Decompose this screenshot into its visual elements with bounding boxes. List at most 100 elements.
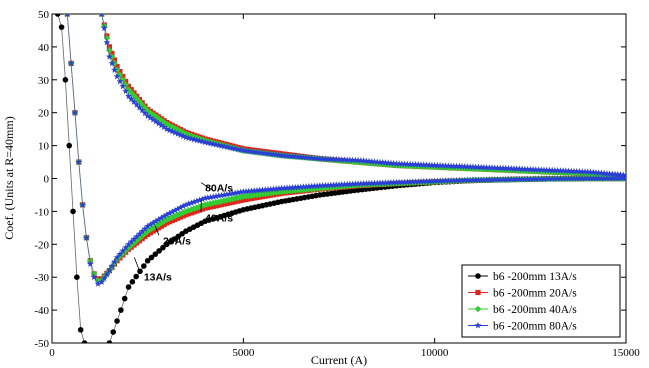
annotation-label: 13A/s xyxy=(144,271,172,283)
series-4-point xyxy=(330,181,337,188)
series-4-point xyxy=(379,179,387,186)
series-4-point xyxy=(589,174,597,182)
series-3-point xyxy=(166,215,173,222)
series-4-point xyxy=(507,175,515,183)
series-4-point xyxy=(365,179,373,187)
series-4-point xyxy=(166,126,173,134)
series-4-point xyxy=(474,176,482,183)
series-4-point xyxy=(187,199,195,206)
series-1-point xyxy=(121,295,128,302)
series-4-point xyxy=(556,167,564,174)
series-4-point xyxy=(305,182,313,190)
series-3-point xyxy=(220,197,228,205)
series-4-point xyxy=(239,188,247,195)
series-4-point xyxy=(433,177,441,184)
series-4-point xyxy=(280,184,288,192)
series-4-point xyxy=(291,183,299,191)
series-4-point xyxy=(119,82,127,90)
series-4-point xyxy=(587,174,594,182)
series-4-point xyxy=(453,162,460,170)
series-4-point xyxy=(576,174,583,182)
series-4-point xyxy=(442,177,450,184)
series-4-point xyxy=(278,184,286,192)
series-4-point xyxy=(316,155,324,162)
series-4-point xyxy=(398,160,406,167)
series-1-point xyxy=(141,263,147,269)
legend-marker xyxy=(474,321,482,329)
series-4-point xyxy=(354,180,362,187)
series-4-point xyxy=(119,247,127,254)
series-4-point xyxy=(324,181,332,189)
series-4-point xyxy=(237,188,245,196)
series-4-point xyxy=(190,198,198,205)
series-4-point xyxy=(245,187,253,195)
x-tick-label: 0 xyxy=(49,347,55,359)
series-1-point xyxy=(144,257,151,264)
series-4-point xyxy=(100,274,108,282)
series-4-point xyxy=(86,260,94,267)
series-4-point xyxy=(425,161,433,169)
series-4-point xyxy=(423,177,430,185)
series-3-point xyxy=(229,195,236,203)
series-4-point xyxy=(428,161,436,169)
series-4-point xyxy=(485,176,493,183)
series-4-point xyxy=(144,112,152,119)
series-4-point xyxy=(450,177,458,184)
series-4-point xyxy=(447,177,455,184)
series-4-point xyxy=(338,181,346,188)
series-4-point xyxy=(417,178,425,185)
y-axis-label: Coef. (Units at R=40mm) xyxy=(2,116,16,239)
series-4-point xyxy=(409,160,417,168)
series-4-point xyxy=(384,179,392,186)
series-4-point xyxy=(79,201,87,208)
series-4-point xyxy=(160,212,168,220)
series-3-point xyxy=(147,109,154,117)
series-4-point xyxy=(226,190,234,197)
series-4-point xyxy=(335,155,343,163)
series-4-point xyxy=(423,161,430,168)
series-4-point xyxy=(234,189,242,196)
series-4-point xyxy=(259,186,266,193)
series-4-point xyxy=(573,167,581,175)
axis-ticks: 0 5000 10000 15000 -50 -40 -30 -20 -10 0 10 20 30 40 5… xyxy=(34,9,640,359)
series-4-point xyxy=(144,222,152,230)
series-4-point xyxy=(368,179,376,187)
series-4-point xyxy=(464,176,471,184)
legend-entry-label: b6 -200mm 20A/s xyxy=(493,288,577,300)
series-4-point xyxy=(562,175,570,182)
series-4-point xyxy=(168,208,176,215)
series-4-point xyxy=(614,174,622,182)
series-4-point xyxy=(603,174,611,182)
series-4-point xyxy=(507,165,515,172)
annotation-leader xyxy=(133,257,141,272)
series-4-point xyxy=(505,175,512,183)
series-1-point xyxy=(114,318,120,324)
series-4-point xyxy=(98,278,106,286)
series-4-point xyxy=(414,178,422,185)
series-4-point xyxy=(546,175,553,182)
series-4-point xyxy=(444,162,452,169)
series-4-point xyxy=(351,156,359,164)
series-4-point xyxy=(406,160,414,168)
series-4-point xyxy=(510,165,518,172)
series-3-point xyxy=(163,120,171,128)
series-4-point xyxy=(108,262,116,270)
series-4-point xyxy=(521,175,529,183)
series-4-point xyxy=(300,183,307,190)
series-4-point xyxy=(174,205,182,212)
series-4-point xyxy=(513,165,521,172)
series-4-point xyxy=(403,160,411,168)
y-tick-label: 50 xyxy=(38,9,50,21)
series-4-point xyxy=(155,119,163,127)
series-3-point xyxy=(207,200,214,207)
series-4-point xyxy=(136,103,143,111)
series-1-point xyxy=(62,77,69,83)
series-4-point xyxy=(152,217,160,225)
series-4-point xyxy=(551,175,559,182)
series-4-point xyxy=(133,101,141,108)
series-4-point xyxy=(412,178,419,185)
series-4-point xyxy=(335,181,343,188)
series-4-point xyxy=(136,230,143,237)
series-4-point xyxy=(395,160,403,167)
series-1-point xyxy=(106,340,113,343)
